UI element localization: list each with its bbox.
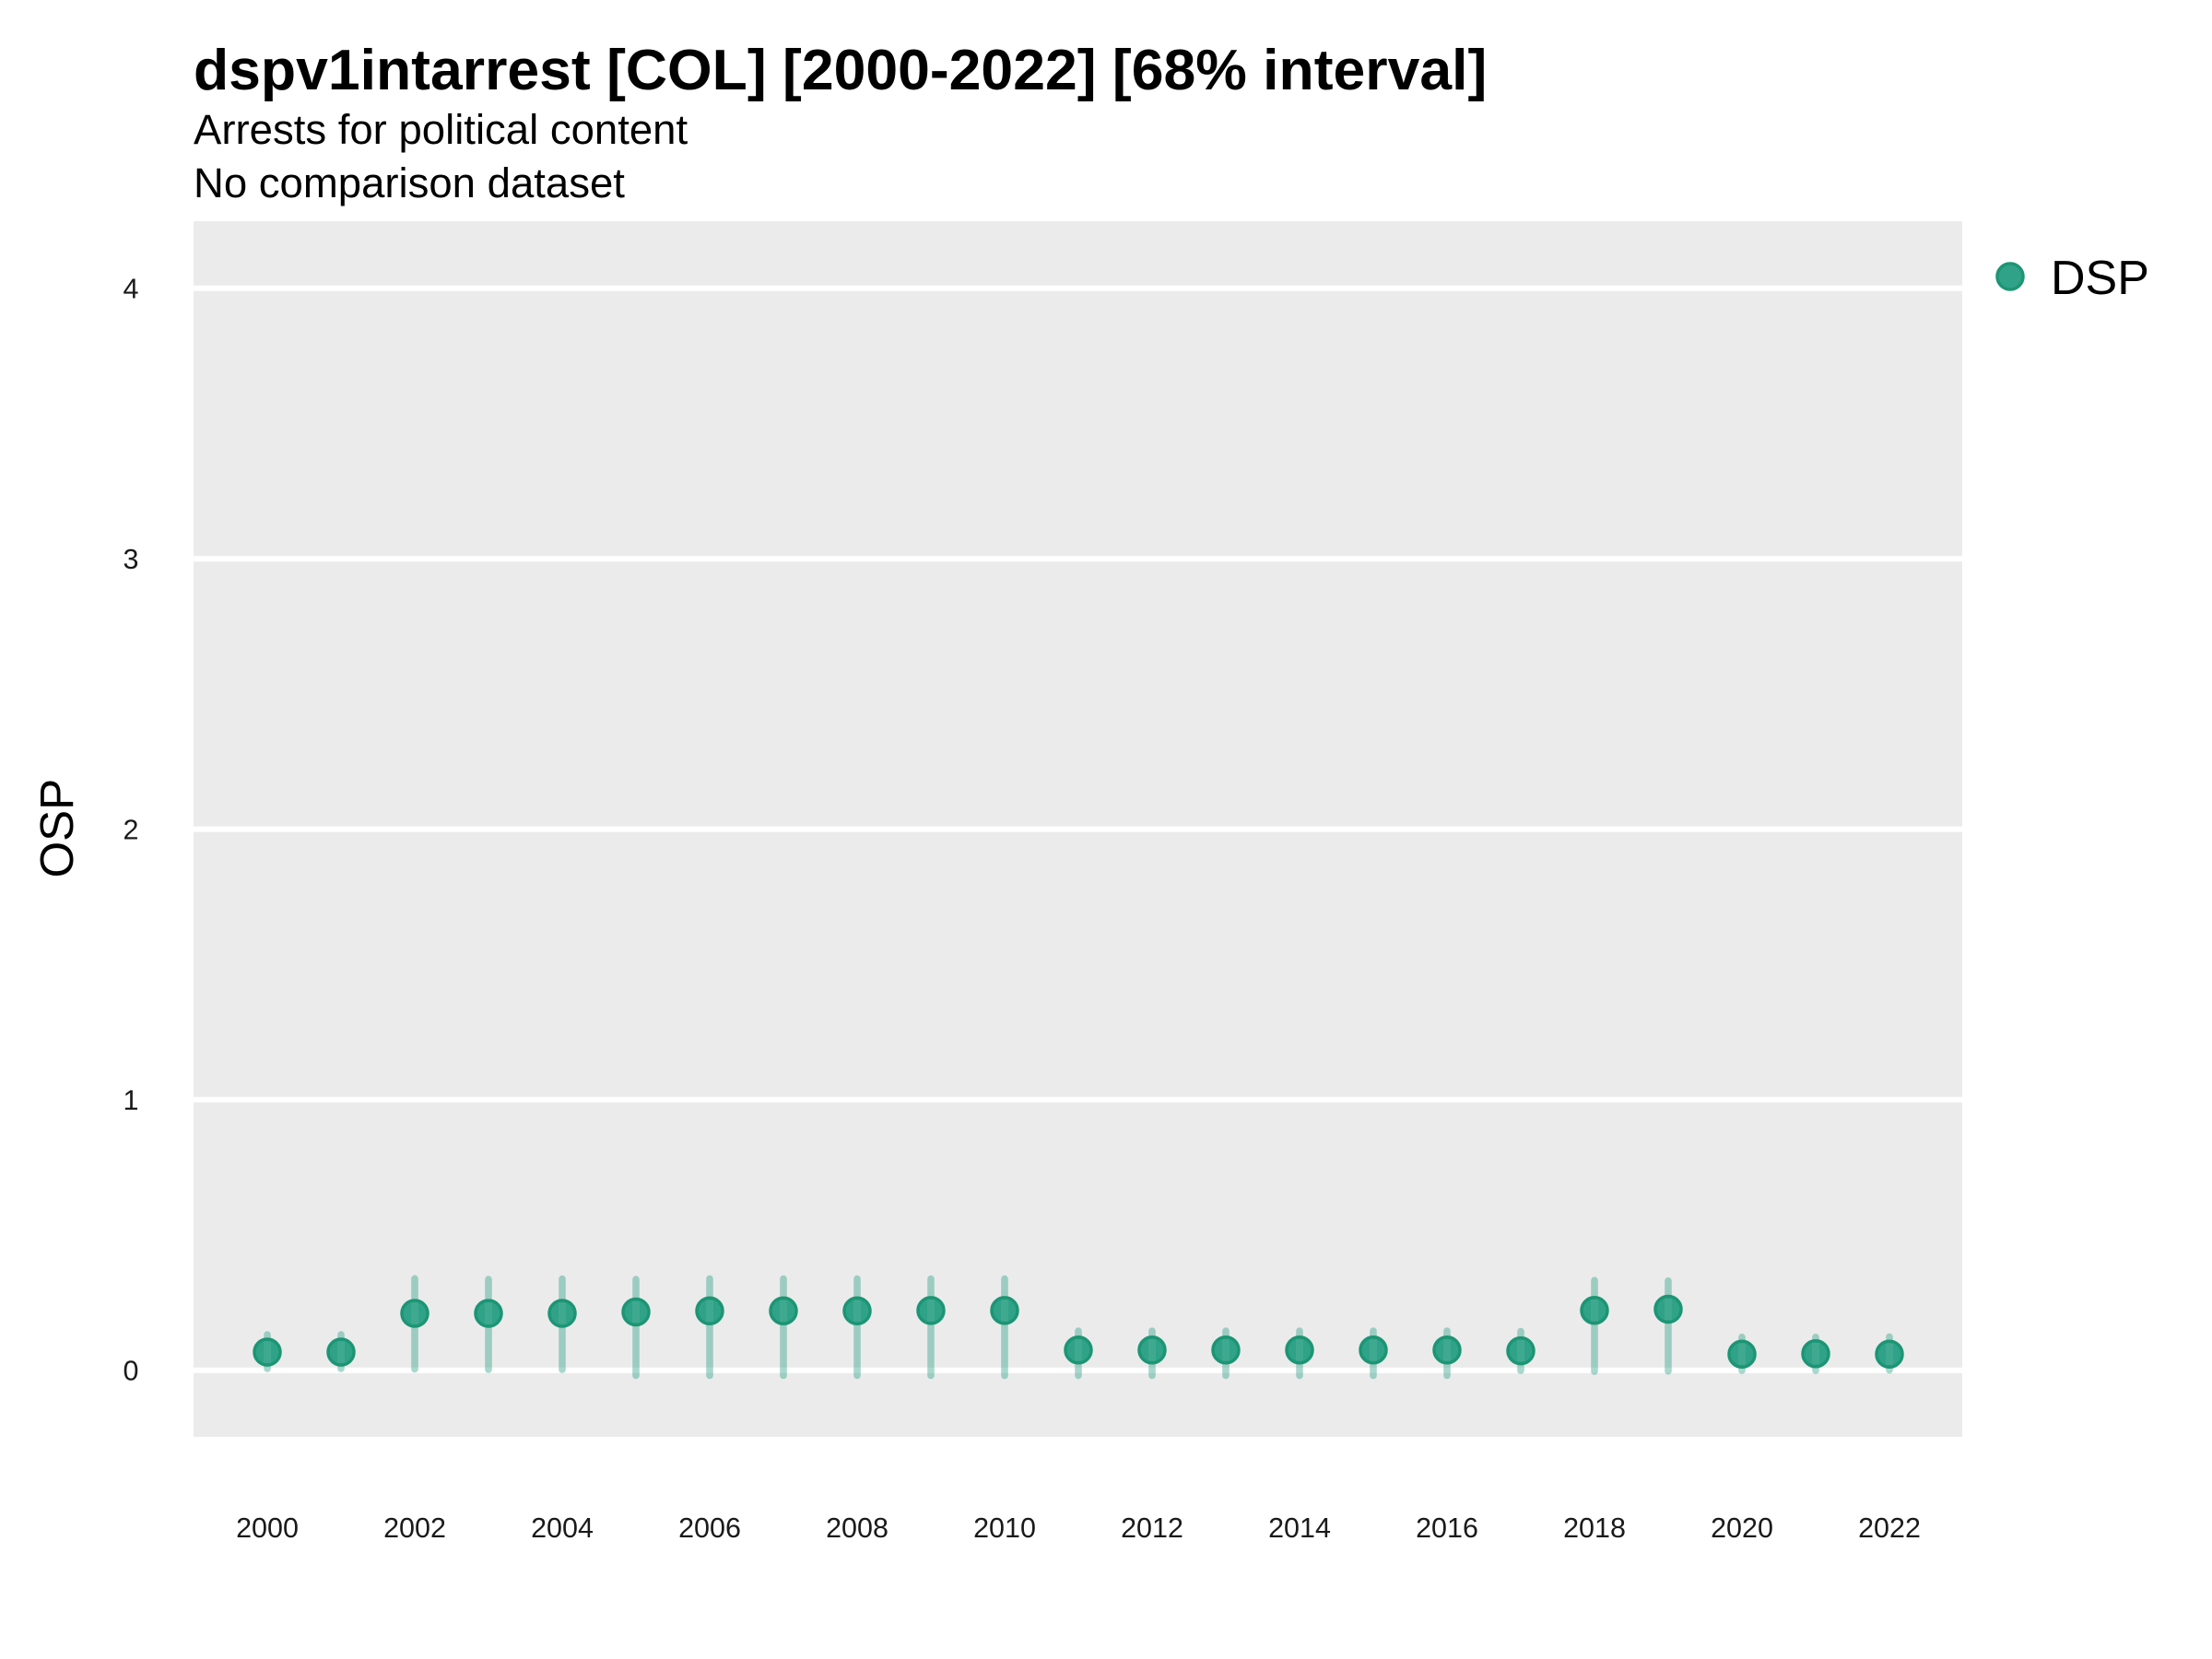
svg-text:No comparison dataset: No comparison dataset [194,159,625,206]
svg-text:0: 0 [124,1356,139,1387]
svg-text:2022: 2022 [1858,1512,1921,1544]
svg-text:2016: 2016 [1416,1512,1478,1544]
svg-text:2004: 2004 [531,1512,594,1544]
svg-text:3: 3 [124,544,139,575]
svg-text:2020: 2020 [1711,1512,1773,1544]
svg-text:2008: 2008 [826,1512,888,1544]
svg-text:2018: 2018 [1563,1512,1626,1544]
svg-text:2010: 2010 [973,1512,1036,1544]
svg-text:DSP: DSP [2051,252,2149,305]
svg-text:Arrests for political content: Arrests for political content [194,106,688,153]
svg-text:dspv1intarrest [COL] [2000-202: dspv1intarrest [COL] [2000-2022] [68% in… [194,38,1487,102]
svg-text:2006: 2006 [678,1512,741,1544]
svg-text:2: 2 [124,815,139,846]
svg-text:2002: 2002 [383,1512,446,1544]
svg-text:OSP: OSP [30,779,83,878]
svg-text:4: 4 [124,274,139,305]
svg-text:1: 1 [124,1085,139,1116]
svg-text:2000: 2000 [236,1512,299,1544]
svg-text:2012: 2012 [1121,1512,1183,1544]
svg-text:2014: 2014 [1268,1512,1331,1544]
